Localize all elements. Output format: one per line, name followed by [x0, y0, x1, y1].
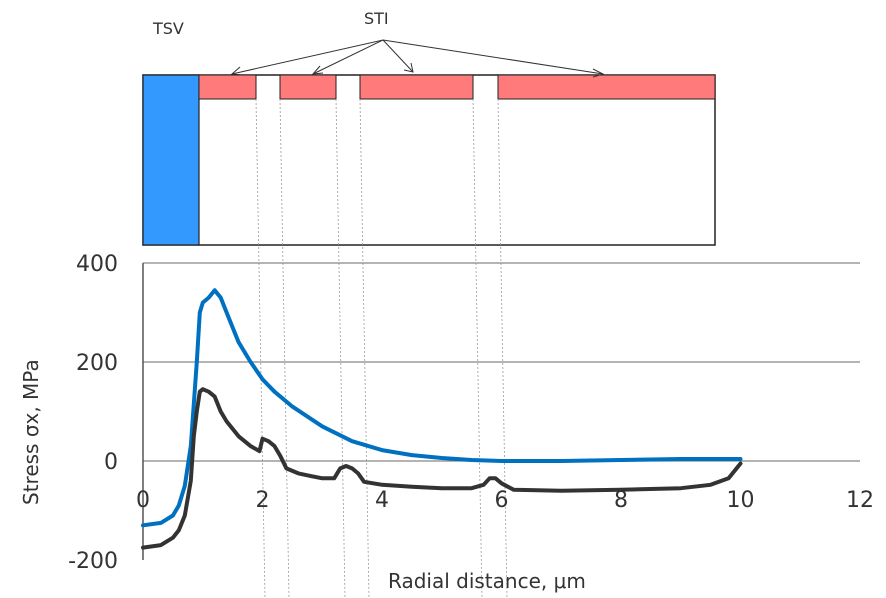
tsv-block: [142, 74, 200, 246]
x-tick-label: 6: [495, 488, 509, 513]
series-line-1: [141, 288, 743, 528]
x-axis-label: Radial distance, μm: [388, 569, 586, 593]
x-tick-label: 2: [256, 488, 270, 513]
sti-block-4: [497, 74, 716, 100]
x-tick-label: 12: [846, 488, 874, 513]
alignment-guides: [255, 98, 508, 598]
cross-section-diagram: TSV STI: [142, 9, 716, 598]
tsv-label: TSV: [152, 19, 184, 38]
y-tick-label: 0: [104, 450, 118, 475]
y-tick-label: 200: [76, 351, 118, 376]
y-axis-label: Stress σx, MPa: [19, 359, 43, 505]
y-tick-label: -200: [68, 549, 118, 574]
y-tick-label: 400: [76, 252, 118, 277]
substrate-box: [142, 74, 716, 246]
sti-label: STI: [364, 9, 389, 28]
y-tick-labels: 400 200 0 -200: [68, 252, 118, 574]
sti-block-1: [198, 74, 257, 100]
series-lines: [141, 288, 743, 550]
sti-block-3: [359, 74, 474, 100]
series-line-2: [141, 387, 743, 550]
x-tick-label: 8: [614, 488, 628, 513]
sti-arrows: [230, 39, 605, 78]
sti-block-2: [279, 74, 337, 100]
x-tick-label: 4: [375, 488, 389, 513]
x-tick-labels: 0 2 4 6 8 10 12: [136, 488, 874, 513]
x-tick-label: 0: [136, 488, 150, 513]
x-tick-label: 10: [727, 488, 755, 513]
stress-chart: 400 200 0 -200 0 2 4 6 8 10 12 Radial distance, μ…: [19, 252, 874, 593]
